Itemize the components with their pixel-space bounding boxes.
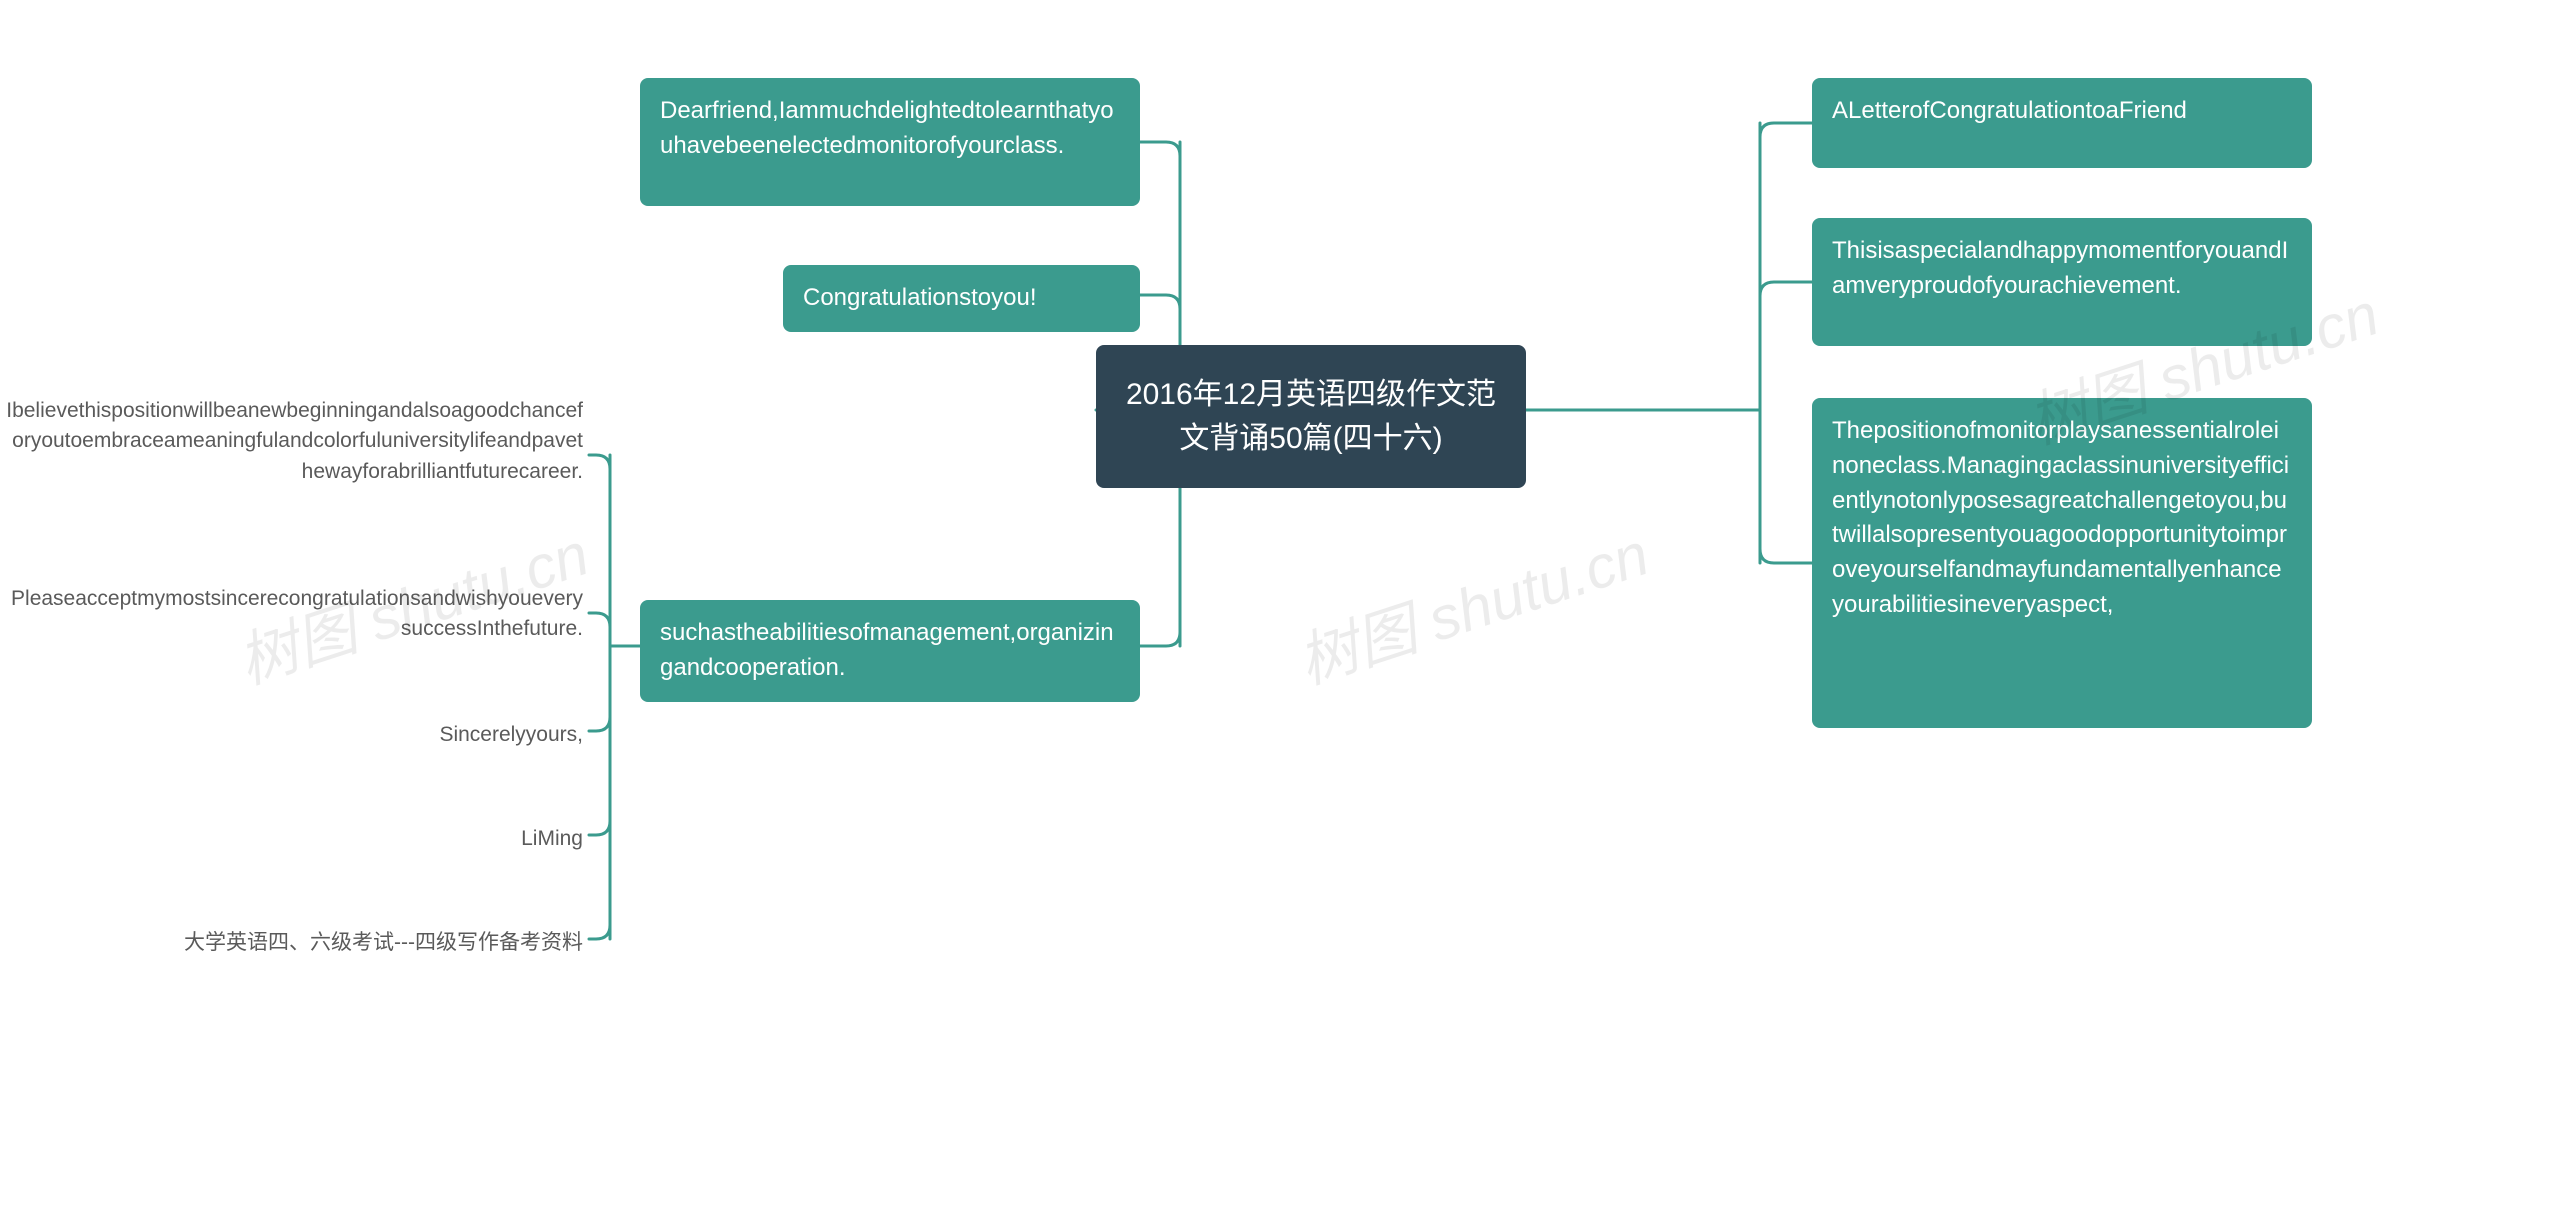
leaf-4[interactable]: LiMing [2, 818, 587, 860]
leaf-3[interactable]: Sincerelyyours, [2, 714, 587, 756]
left-branch-1[interactable]: Dearfriend,Iammuchdelightedtolearnthatyo… [640, 78, 1140, 206]
right-branch-3[interactable]: Thepositionofmonitorplaysanessentialrole… [1812, 398, 2312, 728]
left-branch-1-label: Dearfriend,Iammuchdelightedtolearnthatyo… [660, 97, 1114, 159]
right-branch-1-label: ALetterofCongratulationtoaFriend [1832, 97, 2187, 124]
left-branch-3-label: suchastheabilitiesofmanagement,organizin… [660, 619, 1114, 681]
leaf-5-label: 大学英语四、六级考试---四级写作备考资料 [184, 931, 583, 954]
left-branch-2[interactable]: Congratulationstoyou! [783, 265, 1140, 332]
right-branch-2-label: ThisisaspecialandhappymomentforyouandIam… [1832, 237, 2288, 299]
leaf-2-label: Pleaseacceptmymostsincerecongratulations… [11, 587, 583, 640]
right-branch-2[interactable]: ThisisaspecialandhappymomentforyouandIam… [1812, 218, 2312, 346]
leaf-5[interactable]: 大学英语四、六级考试---四级写作备考资料 [2, 922, 587, 964]
right-branch-3-label: Thepositionofmonitorplaysanessentialrole… [1832, 417, 2289, 618]
leaf-2[interactable]: Pleaseacceptmymostsincerecongratulations… [2, 578, 587, 651]
leaf-1-label: Ibelievethispositionwillbeanewbeginninga… [6, 399, 583, 483]
left-branch-3[interactable]: suchastheabilitiesofmanagement,organizin… [640, 600, 1140, 702]
watermark: 树图 shutu.cn [1285, 506, 1658, 701]
right-branch-1[interactable]: ALetterofCongratulationtoaFriend [1812, 78, 2312, 168]
root-node[interactable]: 2016年12月英语四级作文范文背诵50篇(四十六) [1096, 345, 1526, 488]
leaf-3-label: Sincerelyyours, [439, 723, 583, 746]
leaf-4-label: LiMing [521, 827, 583, 850]
root-label: 2016年12月英语四级作文范文背诵50篇(四十六) [1126, 378, 1496, 455]
left-branch-2-label: Congratulationstoyou! [803, 284, 1036, 311]
leaf-1[interactable]: Ibelievethispositionwillbeanewbeginninga… [2, 390, 587, 520]
